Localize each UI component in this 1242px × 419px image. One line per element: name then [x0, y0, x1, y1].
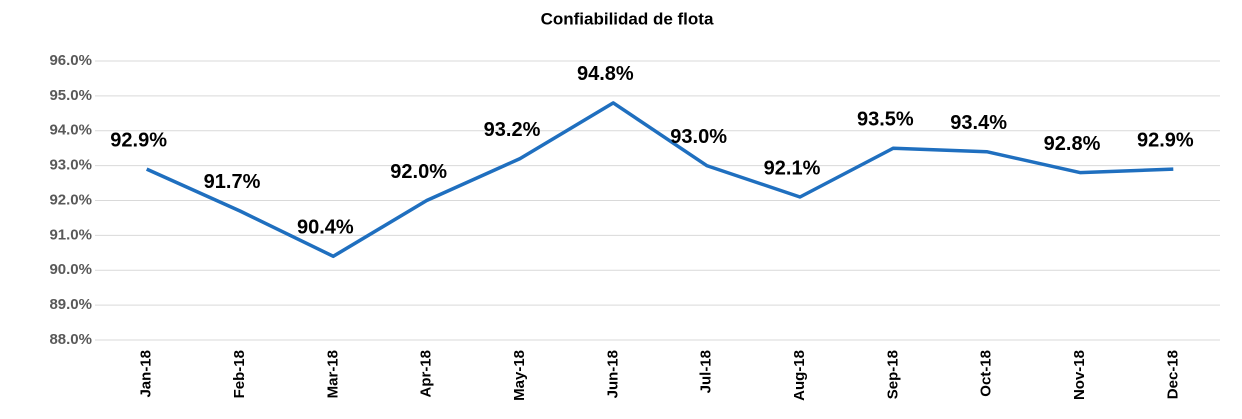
data-label: 92.0% — [390, 161, 447, 183]
y-tick-label: 89.0% — [49, 296, 92, 313]
y-tick-label: 96.0% — [49, 52, 92, 69]
x-tick-label: Mar-18 — [324, 350, 341, 398]
x-tick-label: Jun-18 — [604, 350, 621, 398]
x-tick-label: May-18 — [511, 350, 528, 401]
line — [145, 101, 1174, 259]
x-tick-label: Aug-18 — [791, 350, 808, 401]
x-tick-label: Apr-18 — [418, 350, 435, 398]
x-tick-label: Jul-18 — [698, 350, 715, 393]
x-tick-label: Oct-18 — [978, 350, 995, 397]
data-label: 93.0% — [670, 126, 727, 148]
y-tick-label: 93.0% — [49, 157, 92, 174]
x-tick-label: Sep-18 — [884, 350, 901, 399]
y-tick-label: 94.0% — [49, 122, 92, 139]
x-tick-label: Nov-18 — [1071, 350, 1088, 400]
y-tick-label: 90.0% — [49, 261, 92, 278]
x-tick-label: Feb-18 — [231, 350, 248, 398]
data-label: 93.2% — [484, 119, 541, 141]
y-tick-label: 95.0% — [49, 87, 92, 104]
data-label: 92.9% — [110, 129, 167, 151]
x-tick-label: Dec-18 — [1164, 350, 1181, 399]
data-label: 92.8% — [1044, 133, 1101, 155]
y-tick-label: 92.0% — [49, 191, 92, 208]
y-tick-label: 91.0% — [49, 226, 92, 243]
data-label: 94.8% — [577, 63, 634, 85]
data-label: 93.5% — [857, 108, 914, 130]
data-label: 91.7% — [204, 171, 261, 193]
data-label: 93.4% — [950, 112, 1007, 134]
x-tick-label: Jan-18 — [138, 350, 155, 398]
chart-title: Confiabilidad de flota — [541, 9, 714, 28]
y-tick-label: 88.0% — [49, 331, 92, 348]
data-label: 90.4% — [297, 217, 354, 239]
data-label: 92.9% — [1137, 129, 1194, 151]
data-label: 92.1% — [764, 157, 821, 179]
